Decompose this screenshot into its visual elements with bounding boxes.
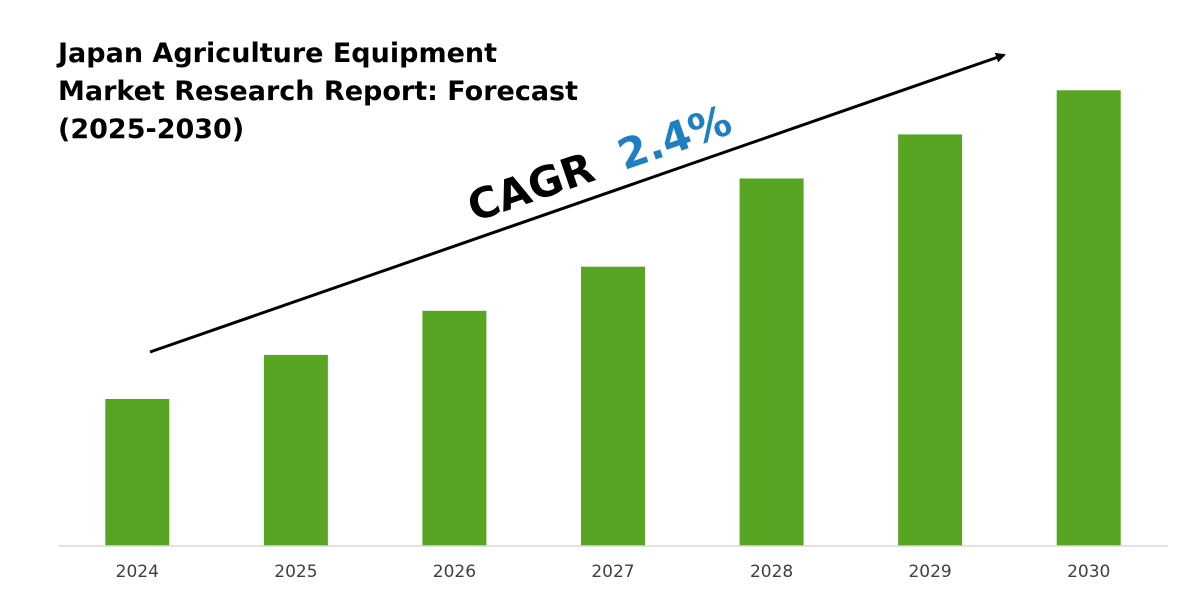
x-tick-label-2024: 2024	[116, 562, 159, 582]
x-tick-label-2025: 2025	[274, 562, 317, 582]
trend-arrow	[149, 52, 1006, 354]
x-tick-label-2028: 2028	[750, 562, 793, 582]
bars-group	[105, 90, 1121, 547]
x-tick-label-2030: 2030	[1067, 562, 1110, 582]
chart-title-line-1: Japan Agriculture Equipment	[56, 38, 497, 69]
chart-title-line-2: Market Research Report: Forecast	[58, 76, 578, 107]
bar-2025	[263, 354, 328, 546]
x-tick-label-2027: 2027	[591, 562, 634, 582]
x-tick-label-2029: 2029	[908, 562, 951, 582]
bar-2024	[105, 399, 170, 546]
bar-2026	[422, 310, 487, 546]
bar-2029	[898, 134, 963, 546]
bar-2028	[739, 178, 804, 546]
bar-2030	[1056, 90, 1121, 547]
cagr-value: 2.4%	[611, 96, 737, 180]
bar-2027	[581, 266, 645, 546]
x-tick-label-2026: 2026	[433, 562, 476, 582]
x-tick-labels: 2024 2025 2026 2027 2028 2029 2030	[116, 562, 1111, 582]
chart-title-line-3: (2025-2030)	[58, 114, 244, 145]
